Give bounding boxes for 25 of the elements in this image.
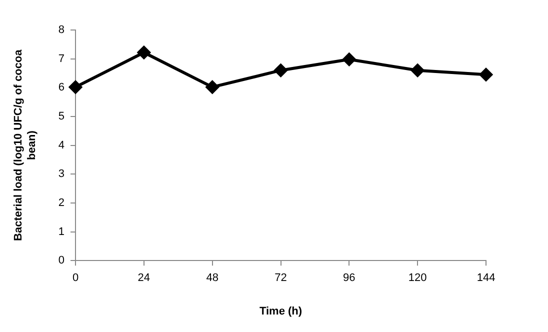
y-tick-label: 4 (58, 139, 65, 152)
point (411, 64, 424, 77)
x-tick-label: 72 (274, 272, 287, 284)
point (206, 80, 219, 94)
point (342, 52, 356, 66)
x-tick-label: 0 (72, 272, 79, 284)
y-tick-label: 0 (58, 254, 65, 267)
y-tick-label: 7 (58, 52, 65, 65)
x-tick-label: 144 (476, 272, 496, 284)
y-tick-label: 5 (58, 110, 65, 123)
point (274, 64, 288, 77)
point (69, 80, 82, 94)
y-tick-label: 8 (58, 24, 65, 36)
x-tick-label: 24 (138, 272, 150, 284)
point (480, 68, 492, 82)
y-tick-label: 1 (58, 226, 65, 238)
point (137, 46, 150, 59)
y-axis-title: Bacterial load (log10 UFC/g of cocoa bean) (12, 48, 38, 241)
y-tick-label: 6 (58, 82, 65, 94)
x-axis-title: Time (h) (259, 305, 302, 318)
x-tick-label: 48 (206, 272, 218, 284)
x-tick-label: 96 (343, 272, 356, 284)
x-tick-label: 120 (408, 272, 427, 284)
y-tick-label: 3 (58, 168, 65, 180)
y-tick-label: 2 (58, 196, 65, 209)
